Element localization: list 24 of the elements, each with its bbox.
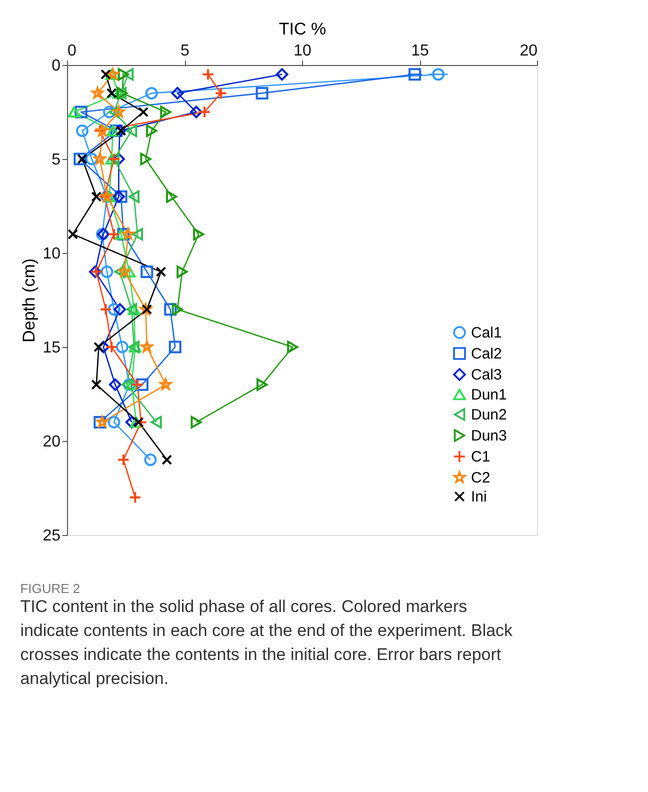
y-tick-label: 0 <box>52 58 61 74</box>
y-axis-title: Depth (cm) <box>20 258 39 343</box>
legend-label: Dun3 <box>471 428 507 444</box>
legend-label: Cal1 <box>471 324 502 342</box>
legend-label: C2 <box>471 470 490 486</box>
x-tick-label: 0 <box>68 42 76 60</box>
y-tick-label: 20 <box>42 434 61 450</box>
x-axis-title: TIC % <box>278 20 326 38</box>
legend-label: Ini <box>471 488 487 506</box>
x-tick-label: 10 <box>294 42 312 60</box>
legend-label: Cal3 <box>471 366 502 384</box>
y-tick-label: 10 <box>42 246 61 262</box>
text: TIC content in the solid phase of all cores. Colored markers indicate contents in each core at the end of the experiment. Black crosses indicate the contents in the initial core. Error bars report analytical precision. <box>20 597 514 688</box>
legend-label: Dun1 <box>471 386 507 404</box>
legend-label: Cal2 <box>471 346 502 362</box>
x-tick-label: 15 <box>411 42 429 60</box>
legend-label: C1 <box>471 448 490 466</box>
legend-label: Dun2 <box>471 406 507 424</box>
y-tick-label: 25 <box>42 528 61 544</box>
caption: FIGURE 2 <box>20 581 80 596</box>
y-tick-label: 5 <box>52 152 61 168</box>
x-tick-label: 5 <box>180 42 190 60</box>
y-tick-label: 15 <box>42 340 61 356</box>
x-tick-label: 20 <box>520 42 538 60</box>
